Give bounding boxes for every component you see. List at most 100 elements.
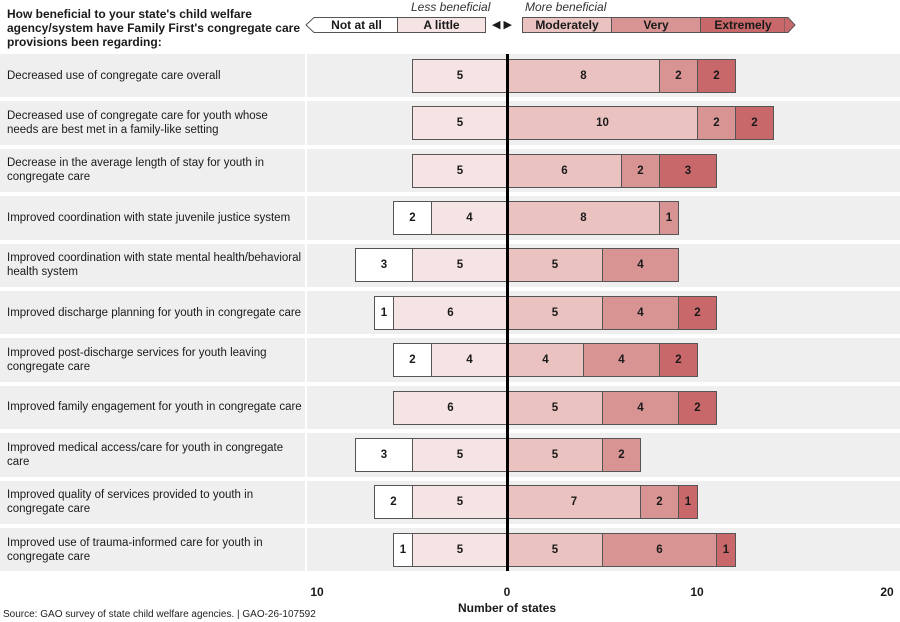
data-label: 4	[466, 211, 473, 224]
data-label: 4	[637, 259, 644, 272]
bar-segment-a-little: 5	[412, 106, 508, 141]
x-tick-label: 0	[503, 585, 511, 600]
data-label: 4	[466, 354, 473, 367]
bar-segment-not-at-all: 2	[393, 200, 432, 235]
legend-not-at-all: Not at all	[316, 17, 398, 33]
bar-segment-not-at-all: 3	[355, 437, 413, 472]
data-label: 1	[722, 543, 730, 556]
data-label: 2	[675, 354, 682, 367]
data-label: 2	[618, 448, 625, 461]
data-label: 8	[580, 211, 587, 224]
data-label: 1	[684, 496, 692, 509]
data-label: 8	[580, 69, 587, 82]
bar-segment-very: 2	[640, 485, 679, 520]
row-divider	[305, 291, 307, 335]
data-label: 2	[656, 496, 663, 509]
bar-segment-a-little: 5	[412, 437, 508, 472]
data-label: 4	[637, 401, 644, 414]
bar-segment-extremely: 2	[659, 343, 698, 378]
bar-segment-moderately: 5	[507, 390, 603, 425]
data-label: 5	[551, 448, 559, 461]
data-label: 5	[456, 69, 464, 82]
x-tick-label: 20	[880, 585, 894, 600]
bar-segment-a-little: 4	[431, 343, 508, 378]
legend-label: A little	[423, 18, 460, 32]
data-label: 5	[551, 259, 559, 272]
legend-moderately: Moderately	[522, 17, 612, 33]
data-label: 2	[390, 496, 397, 509]
data-label: 5	[551, 401, 559, 414]
data-label: 6	[447, 401, 454, 414]
bar-segment-extremely: 2	[678, 295, 717, 330]
bar-segment-moderately: 8	[507, 200, 660, 235]
legend-label: Extremely	[714, 18, 772, 32]
bar-segment-moderately: 5	[507, 532, 603, 567]
row-divider	[305, 528, 307, 572]
chart-title: How beneficial to your state's child wel…	[7, 7, 300, 49]
category-label: Improved use of trauma-informed care for…	[7, 536, 263, 563]
legend-label: Very	[643, 18, 669, 32]
data-label: 2	[409, 211, 416, 224]
bar-segment-a-little: 5	[412, 153, 508, 188]
bar-segment-very: 2	[602, 437, 641, 472]
data-label: 3	[380, 259, 388, 272]
bar-segment-extremely: 2	[678, 390, 717, 425]
data-label: 1	[399, 543, 407, 556]
category-label: Decreased use of congregate care for you…	[7, 110, 268, 137]
bar-segment-a-little: 5	[412, 532, 508, 567]
row-divider	[305, 101, 307, 145]
bar-segment-very: 4	[602, 390, 679, 425]
data-label: 5	[456, 117, 464, 130]
data-label: 3	[380, 448, 388, 461]
bar-segment-very: 4	[583, 343, 660, 378]
bar-segment-very: 4	[602, 295, 679, 330]
bar-segment-moderately: 5	[507, 295, 603, 330]
legend-less-caption: Less beneficial	[411, 0, 491, 14]
data-label: 4	[637, 306, 644, 319]
data-label: 2	[694, 306, 701, 319]
row-divider	[305, 338, 307, 382]
data-label: 5	[456, 496, 464, 509]
data-label: 5	[456, 448, 464, 461]
data-label: 2	[713, 69, 720, 82]
bar-segment-a-little: 6	[393, 390, 508, 425]
bar-segment-moderately: 7	[507, 485, 641, 520]
bar-segment-extremely: 1	[716, 532, 736, 567]
bar-segment-a-little: 5	[412, 485, 508, 520]
category-label: Improved discharge planning for youth in…	[7, 306, 302, 319]
data-label: 4	[618, 354, 625, 367]
legend-right-arrow-tip	[784, 17, 796, 33]
bar-segment-not-at-all: 1	[374, 295, 394, 330]
data-label: 3	[684, 164, 692, 177]
data-label: 1	[380, 306, 388, 319]
data-label: 2	[694, 401, 701, 414]
legend-label: Moderately	[535, 18, 599, 32]
bar-segment-not-at-all: 2	[374, 485, 413, 520]
data-label: 2	[409, 354, 416, 367]
bar-segment-very: 2	[697, 106, 736, 141]
row-divider	[305, 385, 307, 430]
row-divider	[305, 433, 307, 477]
data-label: 6	[447, 306, 454, 319]
data-label: 7	[570, 496, 578, 509]
data-label: 10	[596, 117, 609, 130]
bar-segment-extremely: 3	[659, 153, 717, 188]
category-label: Improved post-discharge services for you…	[7, 347, 267, 374]
legend-left-arrow-tip	[305, 17, 319, 33]
category-label: Improved medical access/care for youth i…	[7, 441, 284, 468]
bar-segment-moderately: 10	[507, 106, 698, 141]
bar-segment-not-at-all: 2	[393, 343, 432, 378]
data-label: 5	[456, 259, 464, 272]
legend-label: Not at all	[331, 18, 382, 32]
bar-segment-a-little: 6	[393, 295, 508, 330]
x-tick-label: 10	[690, 585, 704, 600]
data-label: 5	[551, 543, 559, 556]
category-label: Decreased use of congregate care overall	[7, 69, 221, 82]
data-label: 2	[751, 117, 758, 130]
category-label: Improved quality of services provided to…	[7, 489, 254, 516]
data-label: 6	[656, 543, 663, 556]
legend: Less beneficial More beneficial Not at a…	[0, 0, 900, 45]
bar-segment-moderately: 6	[507, 153, 622, 188]
x-axis-title: Number of states	[457, 601, 557, 616]
category-label: Improved coordination with state juvenil…	[7, 211, 291, 224]
